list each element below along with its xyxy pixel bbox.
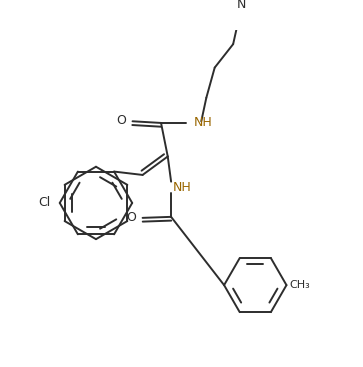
Text: NH: NH (173, 181, 192, 194)
Text: N: N (237, 0, 246, 11)
Text: O: O (117, 114, 126, 127)
Text: NH: NH (193, 116, 212, 130)
Text: O: O (127, 211, 136, 224)
Text: Cl: Cl (38, 196, 51, 210)
Text: CH₃: CH₃ (290, 280, 311, 290)
